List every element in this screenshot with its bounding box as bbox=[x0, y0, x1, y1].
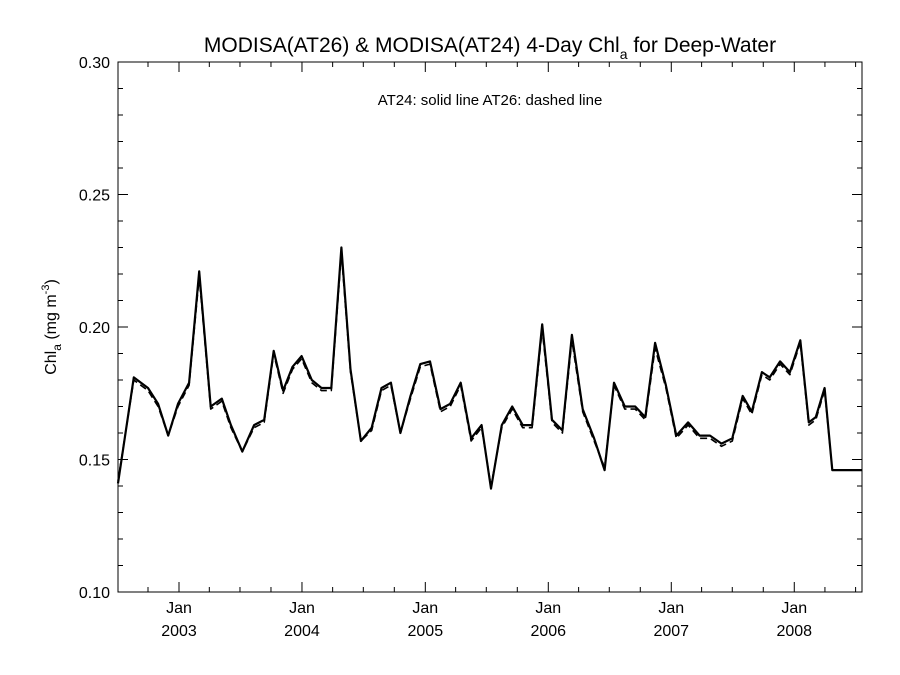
x-tick-label-month: Jan bbox=[412, 600, 438, 617]
plot-border bbox=[117, 61, 863, 593]
y-axis: 0.10 0.15 0.20 0.25 0.30 bbox=[79, 55, 862, 602]
x-tick-label-month: Jan bbox=[658, 600, 684, 617]
x-tick-label-month: Jan bbox=[535, 600, 561, 617]
y-tick-label: 0.20 bbox=[79, 320, 110, 337]
x-tick-label-year: 2003 bbox=[161, 623, 197, 640]
x-tick-label-year: 2004 bbox=[284, 623, 320, 640]
y-tick-label: 0.25 bbox=[79, 188, 110, 205]
y-tick-label: 0.15 bbox=[79, 453, 110, 470]
series-line-at26 bbox=[117, 252, 862, 487]
series-line-at24 bbox=[116, 246, 862, 490]
svg-text:Chla (mg m-3): Chla (mg m-3) bbox=[40, 279, 64, 375]
y-tick-label: 0.10 bbox=[79, 585, 110, 602]
x-tick-label-month: Jan bbox=[289, 600, 315, 617]
y-axis-label: Chla (mg m-3) bbox=[40, 279, 64, 375]
legend-annotation: AT24: solid line AT26: dashed line bbox=[378, 92, 603, 109]
x-tick-label-year: 2006 bbox=[530, 623, 566, 640]
x-axis: Jan 2003 Jan 2004 Jan 2005 Jan 2006 Jan 2007 Jan 20… bbox=[147, 62, 857, 640]
y-tick-label: 0.30 bbox=[79, 55, 110, 72]
x-tick-label-year: 2005 bbox=[408, 623, 444, 640]
x-tick-label-month: Jan bbox=[166, 600, 192, 617]
series-layer bbox=[116, 246, 862, 490]
plot-frame bbox=[117, 61, 863, 593]
chart-title: MODISA(AT26) & MODISA(AT24) 4-Day Chla f… bbox=[204, 34, 776, 62]
x-tick-label-year: 2008 bbox=[776, 623, 812, 640]
x-tick-label-month: Jan bbox=[781, 600, 807, 617]
x-tick-label-year: 2007 bbox=[653, 623, 689, 640]
